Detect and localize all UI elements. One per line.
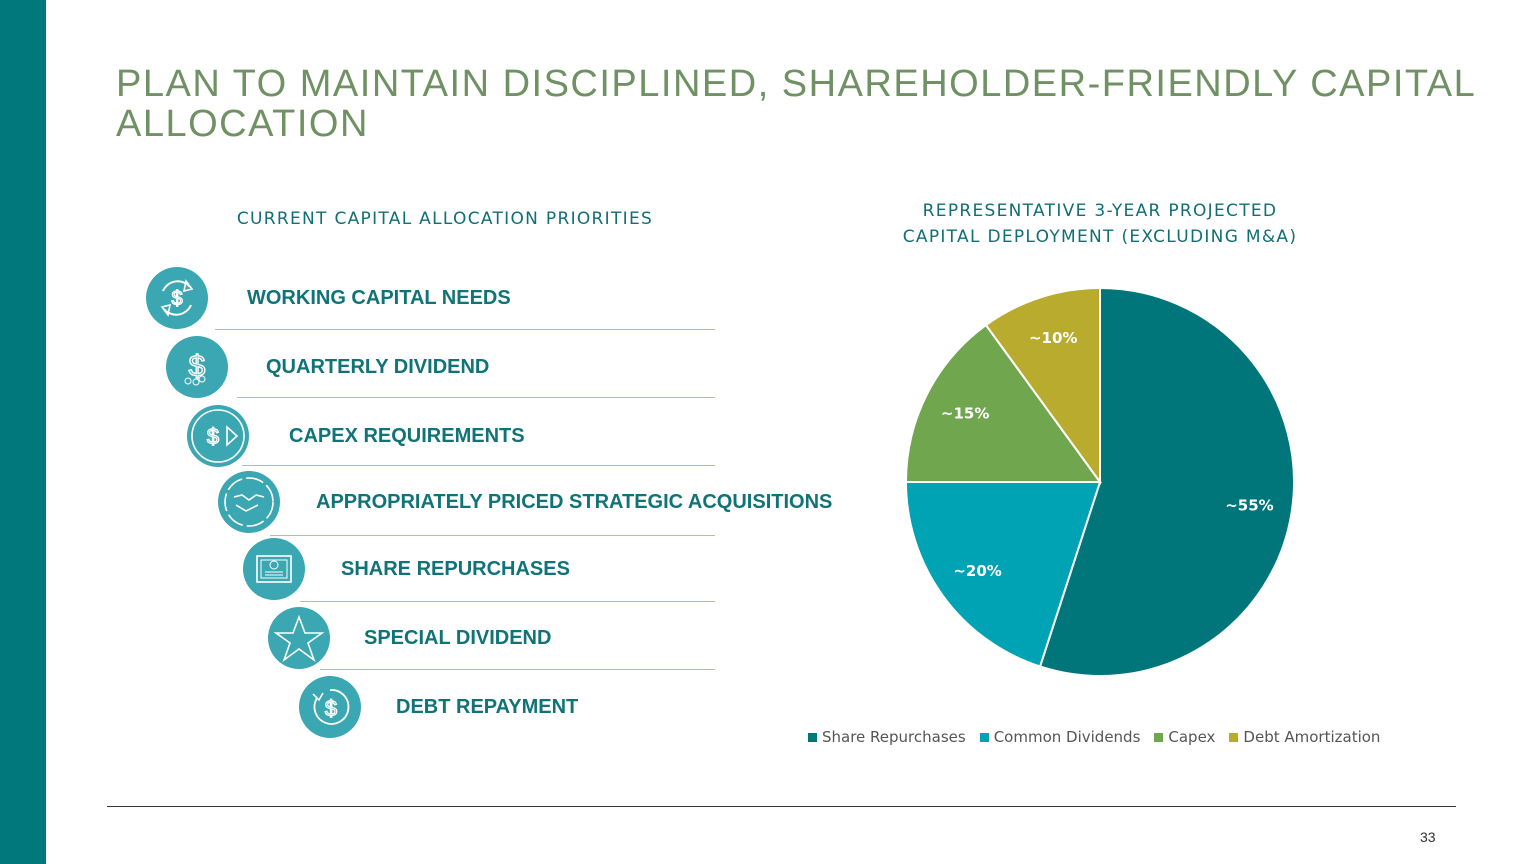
priority-divider [300,601,715,602]
chart-title: REPRESENTATIVE 3-YEAR PROJECTED CAPITAL … [850,198,1350,250]
priority-divider [270,535,715,536]
cycle-dollar-icon: $ [146,267,208,329]
chart-title-line2: CAPITAL DEPLOYMENT (EXCLUDING M&A) [902,227,1298,247]
pie-data-label: ~15% [941,404,989,422]
priority-item: APPROPRIATELY PRICED STRATEGIC ACQUISITI… [316,491,833,513]
star-icon [268,607,330,669]
legend-label: Share Repurchases [822,728,966,746]
sidebar-accent-bar [0,0,46,864]
legend-swatch [808,733,817,742]
svg-text:$: $ [171,288,182,310]
svg-text:$: $ [325,696,337,721]
legend-swatch [979,733,989,742]
dollar-coins-icon: $ [166,336,228,398]
handshake-icon [218,471,280,533]
refresh-dollar-icon: $ [299,676,361,738]
legend-item: Common Dividends [979,728,1141,746]
page-title: PLAN TO MAINTAIN DISCIPLINED, SHAREHOLDE… [116,63,1475,145]
priority-item: CAPEX REQUIREMENTS [289,425,525,447]
priority-item: SHARE REPURCHASES [341,558,570,580]
pie-slice-share-repurchases [1038,286,1295,677]
priority-item: SPECIAL DIVIDEND [364,627,552,649]
legend-swatch [1154,733,1164,742]
pie-data-label: ~10% [1029,329,1077,347]
pie-slice-common-dividends [904,481,1102,668]
priority-item: WORKING CAPITAL NEEDS [247,287,511,309]
svg-text:$: $ [207,424,219,449]
stock-certificate-icon [243,538,305,600]
pie-slice-debt-amortization [984,286,1101,486]
priority-divider [320,669,715,670]
chart-legend: Share Repurchases Common Dividends Capex De… [808,728,1380,746]
priorities-heading: CURRENT CAPITAL ALLOCATION PRIORITIES [236,209,654,229]
chart-title-line1: REPRESENTATIVE 3-YEAR PROJECTED [922,201,1278,221]
legend-swatch [1229,733,1239,742]
legend-item: Share Repurchases [808,728,966,746]
pie-data-label: ~20% [953,562,1001,580]
priority-divider [215,329,715,330]
pie-data-label: ~55% [1225,497,1273,515]
pie-chart: ~55% ~20% ~15% ~10% [904,286,1295,677]
dollar-play-icon: $ [187,405,249,467]
legend-item: Capex [1154,728,1215,746]
priority-item: QUARTERLY DIVIDEND [266,356,490,378]
legend-item: Debt Amortization [1229,728,1380,746]
pie-slice-capex [904,323,1102,483]
legend-label: Common Dividends [993,728,1141,746]
priority-divider [242,465,715,466]
page-number: 33 [1420,829,1436,845]
legend-label: Debt Amortization [1243,728,1381,746]
svg-text:$: $ [189,350,206,383]
priority-divider [237,397,715,398]
priority-item: DEBT REPAYMENT [396,696,579,718]
footer-divider [107,806,1456,807]
legend-label: Capex [1168,728,1216,746]
